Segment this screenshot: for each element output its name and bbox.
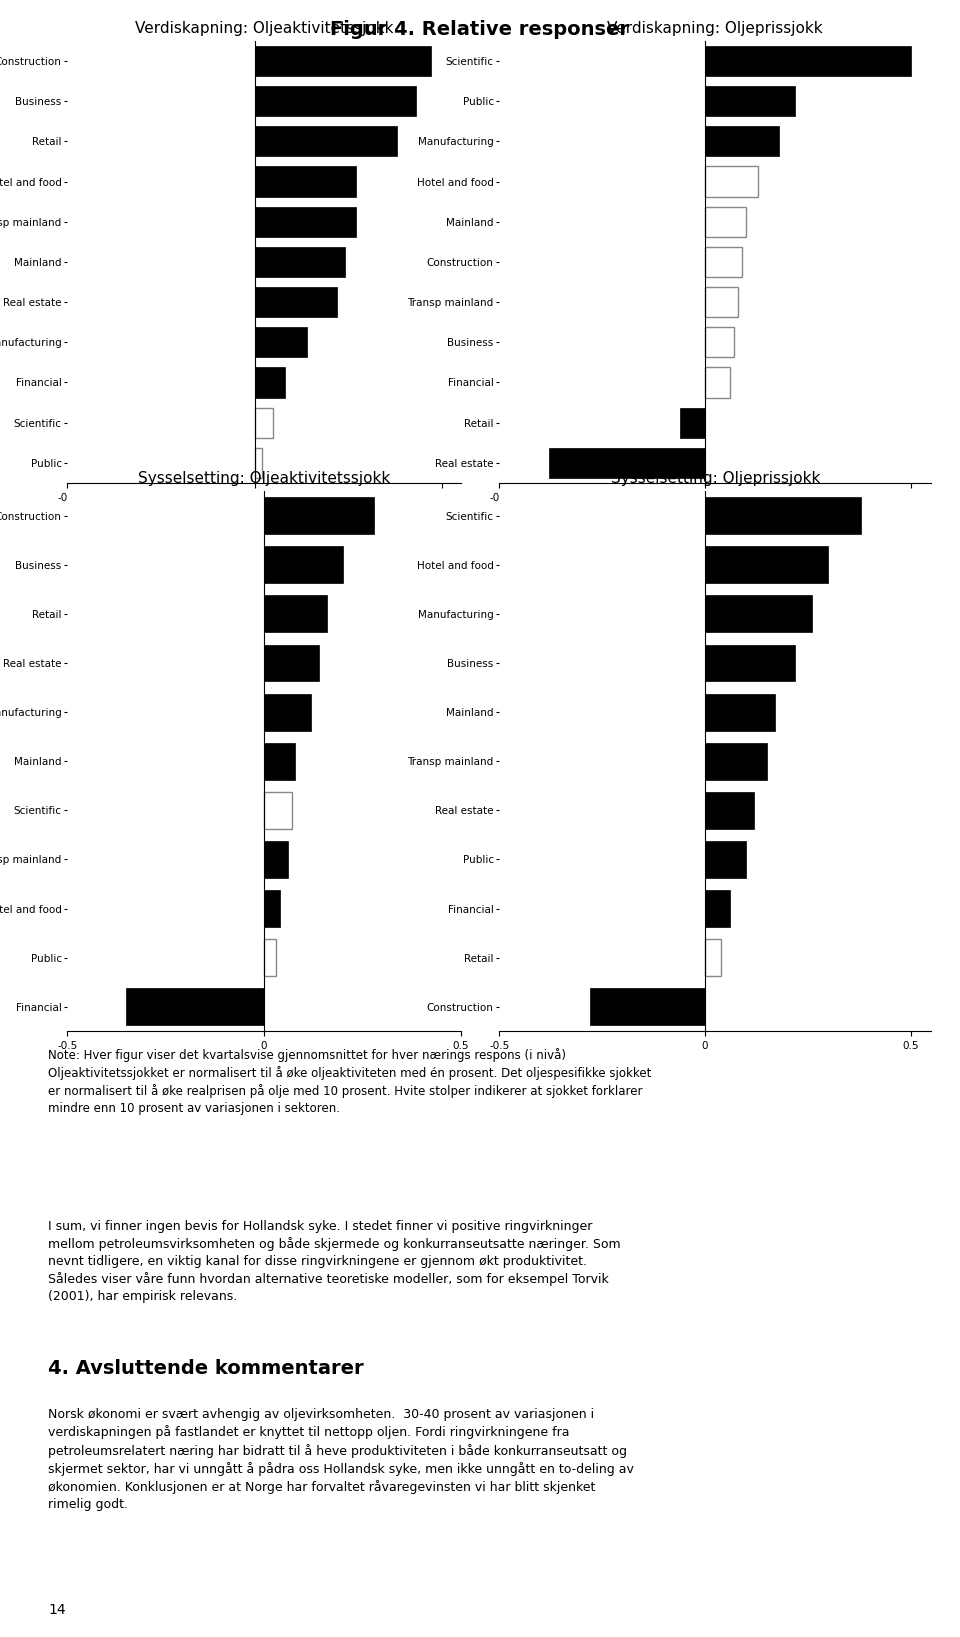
Title: Verdiskapning: Oljeaktivitetssjokk: Verdiskapning: Oljeaktivitetssjokk	[134, 21, 394, 36]
Bar	[254, 408, 274, 437]
Bar	[254, 87, 416, 116]
Bar	[254, 247, 345, 277]
Bar	[705, 247, 742, 277]
Title: Sysselsetting: Oljeprissjokk: Sysselsetting: Oljeprissjokk	[611, 471, 820, 486]
Bar	[705, 743, 767, 779]
Title: Verdiskapning: Oljeprissjokk: Verdiskapning: Oljeprissjokk	[608, 21, 823, 36]
Bar	[705, 87, 796, 116]
Bar	[254, 449, 262, 478]
Bar	[127, 989, 264, 1025]
Bar	[705, 547, 828, 583]
Bar	[264, 891, 279, 927]
Bar	[264, 940, 276, 976]
Bar	[705, 792, 755, 828]
Bar	[705, 126, 779, 157]
Bar	[705, 940, 721, 976]
Bar	[254, 206, 356, 237]
Title: Sysselsetting: Oljeaktivitetssjokk: Sysselsetting: Oljeaktivitetssjokk	[138, 471, 390, 486]
Bar	[264, 547, 343, 583]
Bar	[254, 286, 337, 318]
Bar	[705, 841, 746, 877]
Text: 4. Avsluttende kommentarer: 4. Avsluttende kommentarer	[48, 1359, 364, 1378]
Bar	[705, 167, 758, 196]
Bar	[705, 645, 796, 681]
Text: Note: Hver figur viser det kvartalsvise gjennomsnittet for hver nærings respons : Note: Hver figur viser det kvartalsvise …	[48, 1048, 652, 1115]
Bar	[264, 645, 319, 681]
Text: I sum, vi finner ingen bevis for Hollandsk syke. I stedet finner vi positive rin: I sum, vi finner ingen bevis for Holland…	[48, 1220, 620, 1303]
Bar	[254, 46, 431, 75]
Text: 14: 14	[48, 1603, 65, 1617]
Bar	[254, 367, 284, 398]
Bar	[254, 126, 397, 157]
Bar	[264, 596, 327, 632]
Bar	[264, 792, 292, 828]
Bar	[264, 841, 288, 877]
Bar	[264, 498, 374, 534]
Bar	[705, 596, 812, 632]
Bar	[264, 743, 296, 779]
Bar	[548, 449, 705, 478]
Bar	[705, 286, 738, 318]
Bar	[705, 498, 861, 534]
Bar	[254, 327, 307, 357]
Bar	[705, 367, 730, 398]
Bar	[705, 46, 911, 75]
Text: Figur 4. Relative responser: Figur 4. Relative responser	[330, 20, 630, 39]
Text: Norsk økonomi er svært avhengig av oljevirksomheten.  30-40 prosent av variasjon: Norsk økonomi er svært avhengig av oljev…	[48, 1408, 634, 1511]
Bar	[705, 891, 730, 927]
Bar	[705, 694, 775, 730]
Bar	[264, 694, 311, 730]
Bar	[705, 206, 746, 237]
Bar	[705, 327, 733, 357]
Bar	[589, 989, 705, 1025]
Bar	[254, 167, 356, 196]
Bar	[681, 408, 705, 437]
